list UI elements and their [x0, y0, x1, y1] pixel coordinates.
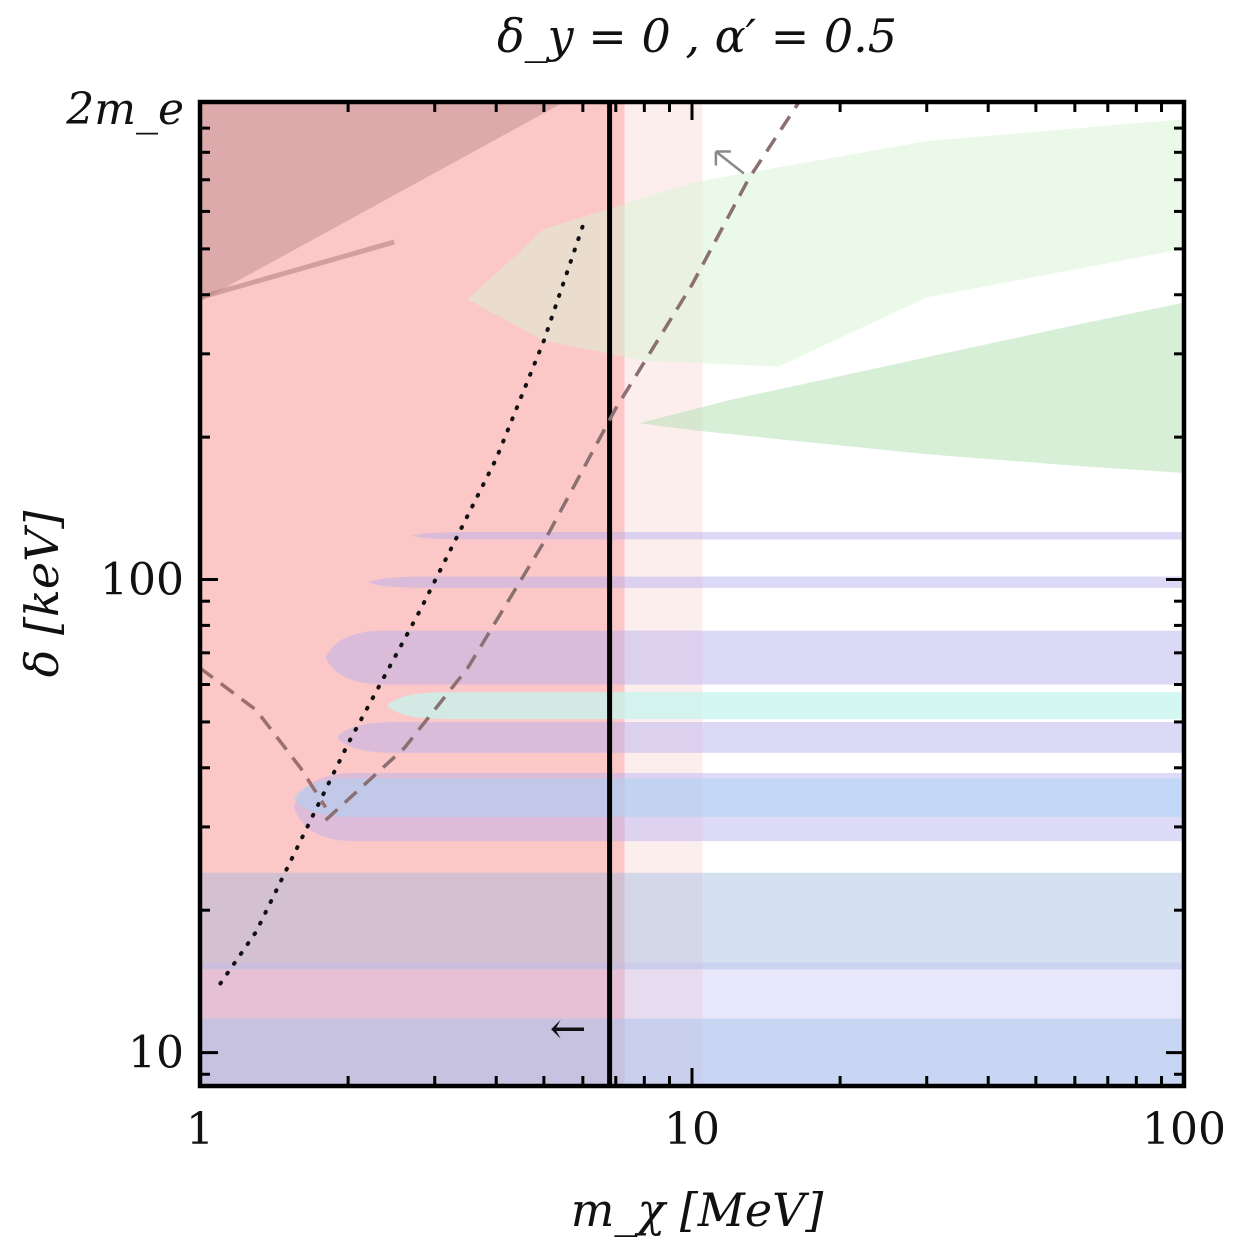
x-tick-label: 10 — [664, 1104, 720, 1155]
ticks — [198, 102, 1186, 1086]
x-tick-label: 1 — [186, 1104, 214, 1155]
dotted-curve — [218, 223, 585, 986]
lavender-band-6 — [200, 962, 1184, 1086]
lavender-band-1 — [412, 532, 1184, 540]
lavender-band-3 — [325, 630, 1184, 685]
y-tick-label: 2m_e — [65, 84, 184, 135]
upper-corner — [200, 102, 565, 302]
curves — [200, 102, 801, 1086]
annotations: ← — [550, 150, 745, 1054]
arrow-upper — [714, 150, 745, 175]
dashed-curve-2 — [200, 666, 328, 809]
upper-corner-edge — [200, 239, 395, 300]
blue-band-2 — [200, 872, 1184, 970]
arrow-left: ← — [550, 1003, 587, 1054]
y-tick-label: 100 — [100, 555, 184, 606]
cyan-band — [387, 692, 1184, 720]
y-axis-label: δ [keV] — [15, 511, 69, 678]
x-tick-label: 100 — [1142, 1104, 1226, 1155]
x-axis-label: m_χ [MeV] — [571, 1183, 824, 1237]
regions — [200, 102, 1184, 1086]
y-tick-label: 10 — [128, 1028, 184, 1079]
green-upper — [467, 119, 1184, 367]
chart-title: δ_y = 0 , α′ = 0.5 — [497, 9, 897, 63]
lavender-band-2 — [368, 576, 1184, 588]
green-lower — [638, 302, 1184, 473]
dashed-curve-1 — [324, 102, 801, 822]
blue-band-1 — [293, 778, 1184, 817]
lavender-band-4 — [337, 721, 1184, 753]
